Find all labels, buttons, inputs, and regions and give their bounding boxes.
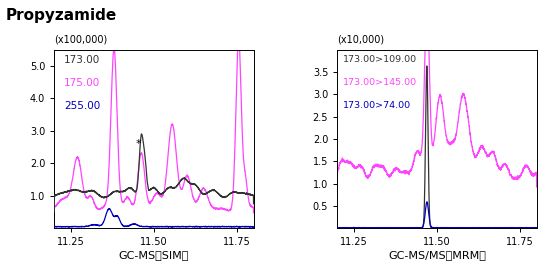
Text: 255.00: 255.00: [64, 101, 100, 111]
X-axis label: GC-MS（SIM）: GC-MS（SIM）: [119, 250, 189, 260]
Text: Propyzamide: Propyzamide: [5, 8, 117, 23]
Text: 173.00>109.00: 173.00>109.00: [343, 55, 417, 64]
Text: (x10,000): (x10,000): [337, 34, 384, 44]
X-axis label: GC-MS/MS（MRM）: GC-MS/MS（MRM）: [388, 250, 486, 260]
Text: 173.00>74.00: 173.00>74.00: [343, 101, 411, 110]
Text: *: *: [136, 139, 141, 148]
Text: 175.00: 175.00: [64, 78, 100, 88]
Text: 173.00>145.00: 173.00>145.00: [343, 78, 417, 87]
Text: 173.00: 173.00: [64, 55, 100, 65]
Text: (x100,000): (x100,000): [54, 34, 107, 44]
